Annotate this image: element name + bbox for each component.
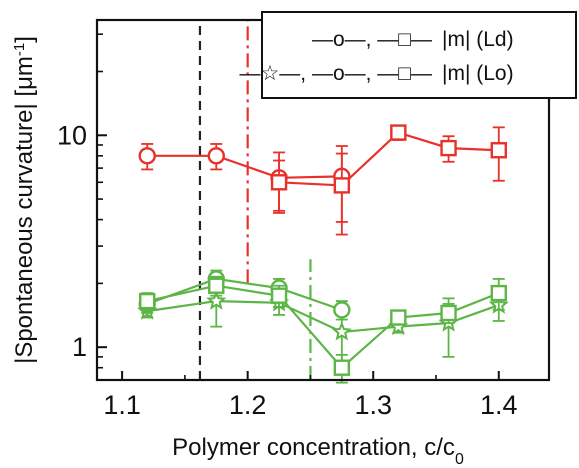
y-tick-label: 1 (72, 332, 87, 362)
data-point-square (208, 277, 225, 294)
data-point-square (270, 174, 288, 191)
series-4 (139, 275, 507, 384)
x-tick-label: 1.4 (480, 390, 518, 420)
data-point-square (440, 139, 457, 157)
series-1 (270, 124, 507, 236)
reference-lines (198, 20, 312, 380)
legend-box (261, 11, 577, 99)
data-point-square (270, 287, 288, 304)
legend-label-ld: |m| (Ld) (442, 28, 514, 51)
data-point-square (139, 292, 156, 310)
x-axis-ticks: 1.1 1.2 1.3 1.4 (103, 371, 518, 420)
y-axis-ticks: 1 10 (57, 33, 107, 381)
legend-symbols-lo: —☆—, —o—, —□— (239, 62, 432, 85)
data-point-square (333, 177, 351, 194)
series-0 (138, 143, 351, 223)
x-tick-label: 1.1 (103, 390, 141, 420)
data-point-square (333, 359, 351, 376)
y-axis-label-superscript: -1 (11, 43, 28, 56)
y-axis-label: |Spontaneous curvature| [μm-1] (11, 36, 39, 364)
y-axis-label-close: ] (11, 36, 38, 43)
data-point-square (440, 304, 457, 322)
series-line (146, 277, 343, 311)
y-tick-label: 10 (57, 120, 87, 150)
data-point-square (390, 124, 407, 141)
data-point-star (206, 290, 227, 310)
legend-symbols-ld: —o—, —□— (312, 28, 432, 51)
series-line (147, 154, 342, 179)
data-point-circle (333, 301, 351, 319)
data-point-circle (138, 147, 156, 165)
x-axis-label-subscript: 0 (455, 451, 464, 468)
legend: —o—, —□— |m| (Ld) —☆—, —o—, —□— |m| (Lo) (239, 11, 577, 99)
x-axis-label-main: Polymer concentration, c/c (172, 434, 455, 461)
data-series (137, 124, 509, 384)
data-point-square (490, 284, 507, 302)
data-point-star (331, 321, 352, 341)
data-point-square (490, 142, 507, 159)
x-tick-label: 1.2 (229, 390, 267, 420)
legend-label-lo: |m| (Lo) (442, 62, 514, 85)
y-axis-label-main: |Spontaneous curvature| [μm (11, 56, 38, 364)
x-tick-label: 1.3 (354, 390, 392, 420)
data-point-square (390, 309, 407, 326)
data-point-circle (207, 147, 225, 165)
x-axis-label: Polymer concentration, c/c0 (172, 434, 464, 468)
